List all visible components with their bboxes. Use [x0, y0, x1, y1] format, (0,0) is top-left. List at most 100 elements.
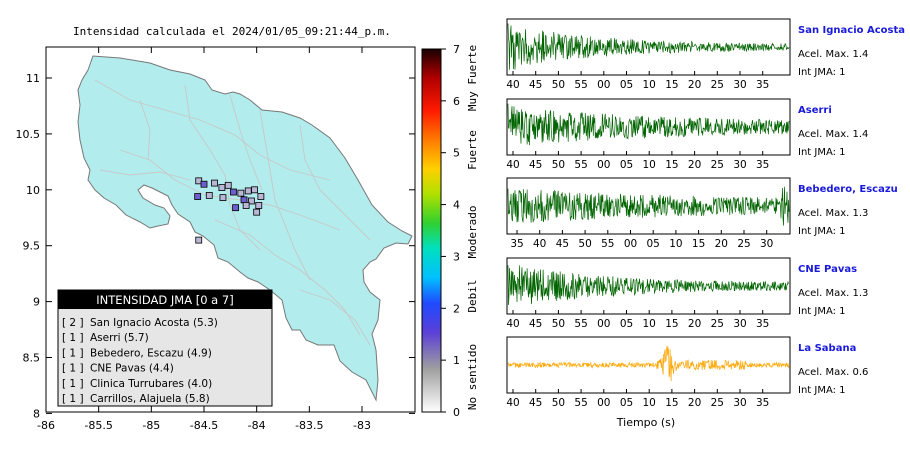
colorbar-tick-label: 4 [453, 199, 460, 212]
station-marker [218, 184, 226, 191]
colorbar-labels: No sentido Debil Moderado Fuerte Muy Fuerte [466, 45, 479, 410]
trace-tick-label: 10 [643, 318, 656, 330]
trace-tick-label: 05 [620, 159, 633, 171]
legend-item-name: San Ignacio Acosta (5.3) [90, 317, 218, 329]
colorbar-category-label: No sentido [466, 344, 479, 410]
colorbar-tick-label: 6 [453, 95, 460, 108]
trace-tick-label: 25 [711, 159, 724, 171]
map-y-tick-label: 10 [26, 184, 40, 197]
costa-rica-land [77, 55, 413, 402]
trace-tick-label: 35 [510, 238, 523, 250]
station-marker [211, 179, 218, 187]
trace-tick-label: 55 [574, 318, 587, 330]
trace-tick-label: 20 [688, 159, 701, 171]
station-marker [242, 202, 250, 209]
trace-tick-label: 25 [737, 238, 750, 250]
trace-tick-label: 05 [620, 79, 633, 91]
trace-tick-label: 45 [529, 159, 542, 171]
station-accel: Acel. Max. 1.4 [798, 129, 868, 140]
station-accel: Acel. Max. 1.3 [798, 208, 868, 219]
map-x-tick-label: -83.5 [295, 419, 323, 432]
station-marker [244, 187, 252, 195]
map-boundaries [94, 79, 371, 346]
trace-tick-label: 05 [620, 318, 633, 330]
station-accel: Acel. Max. 1.3 [798, 288, 868, 299]
trace-tick-label: 50 [552, 397, 565, 409]
trace-tick-label: 35 [756, 397, 769, 409]
trace-tick-label: 20 [688, 397, 701, 409]
trace-tick-label: 05 [620, 397, 633, 409]
trace-tick-label: 45 [556, 238, 569, 250]
trace-tick-label: 30 [733, 159, 746, 171]
station-accel: Acel. Max. 1.4 [798, 49, 868, 60]
colorbar-tick-label: 0 [453, 406, 460, 419]
trace-tick-label: 50 [552, 318, 565, 330]
trace-tick-label: 15 [692, 238, 705, 250]
trace-tick-label: 45 [529, 79, 542, 91]
colorbar-tick-label: 1 [453, 354, 460, 367]
trace-tick-label: 10 [643, 79, 656, 91]
station-name: Bebedero, Escazu [798, 184, 898, 195]
trace-tick-label: 00 [597, 79, 610, 91]
station-marker [257, 193, 265, 200]
trace-tick-label: 30 [733, 79, 746, 91]
map-x-tick-label: -85.5 [84, 419, 112, 432]
legend-item-name: Bebedero, Escazu (4.9) [90, 347, 212, 359]
map-y-axis: 11 10.5 10 9.5 9 8.5 8 [16, 72, 415, 420]
trace-tick-label: 00 [597, 159, 610, 171]
seismic-traces: 40 45 50 55 00 05 10 15 20 25 30 35 San Ignacio Acos… [506, 18, 905, 409]
station-marker [195, 236, 203, 244]
station-marker [205, 191, 213, 199]
station-marker [251, 186, 258, 194]
station-name: CNE Pavas [798, 264, 857, 275]
trace-tick-label: 00 [624, 238, 637, 250]
station-name: San Ignacio Acosta [798, 25, 905, 36]
station-intensity: Int JMA: 1 [798, 385, 846, 396]
legend-item-name: CNE Pavas (4.4) [90, 363, 174, 375]
station-marker [194, 193, 202, 200]
legend-item-level: [ 1 ] [62, 332, 84, 344]
trace-tick-label: 45 [529, 397, 542, 409]
trace-tick-label: 50 [552, 79, 565, 91]
station-name: Aserri [798, 105, 832, 116]
trace-tick-label: 40 [506, 318, 519, 330]
map-x-tick-label: -84 [248, 419, 266, 432]
trace-tick-label: 15 [665, 318, 678, 330]
trace-tick-label: 10 [669, 238, 682, 250]
trace-tick-label: 40 [506, 397, 519, 409]
intensity-legend: INTENSIDAD JMA [0 a 7] [ 2 ] San Ignacio … [57, 289, 273, 407]
trace-tick-label: 00 [597, 397, 610, 409]
legend-item-name: Aserri (5.7) [90, 332, 149, 344]
trace-tick-label: 55 [574, 397, 587, 409]
station-marker [232, 204, 239, 212]
trace-tick-label: 10 [643, 397, 656, 409]
colorbar-tick-label: 7 [453, 43, 460, 56]
colorbar-tick-label: 2 [453, 302, 460, 315]
legend-header: INTENSIDAD JMA [0 a 7] [96, 293, 233, 307]
station-marker [200, 180, 208, 188]
trace-panel: 40 45 50 55 00 05 10 15 20 25 30 35 CNE Pavas Acel. M… [506, 257, 868, 330]
station-marker [253, 208, 261, 216]
trace-tick-label: 35 [756, 318, 769, 330]
colorbar-ticks: 0 1 2 3 4 5 6 7 [441, 43, 460, 419]
colorbar-tick-label: 5 [453, 147, 460, 160]
station-intensity: Int JMA: 1 [798, 226, 846, 237]
trace-panel: 40 45 50 55 00 05 10 15 20 25 30 35 Aserri Acel. Max.… [506, 98, 868, 171]
map-x-tick-label: -85 [142, 419, 160, 432]
colorbar-category-label: Debil [466, 279, 479, 312]
station-intensity: Int JMA: 1 [798, 306, 846, 317]
trace-tick-label: 35 [756, 159, 769, 171]
map-frame [45, 46, 416, 413]
legend-item-level: [ 2 ] [62, 317, 84, 329]
trace-tick-label: 05 [647, 238, 660, 250]
colorbar-scale [421, 48, 442, 413]
trace-tick-label: 25 [711, 318, 724, 330]
station-marker [230, 188, 237, 196]
waveform-line [507, 103, 790, 146]
colorbar-tick-label: 3 [453, 250, 460, 263]
trace-tick-label: 30 [760, 238, 773, 250]
legend-item-level: [ 1 ] [62, 363, 84, 375]
map-y-tick-label: 9 [33, 296, 40, 309]
colorbar-category-label: Muy Fuerte [466, 45, 479, 111]
